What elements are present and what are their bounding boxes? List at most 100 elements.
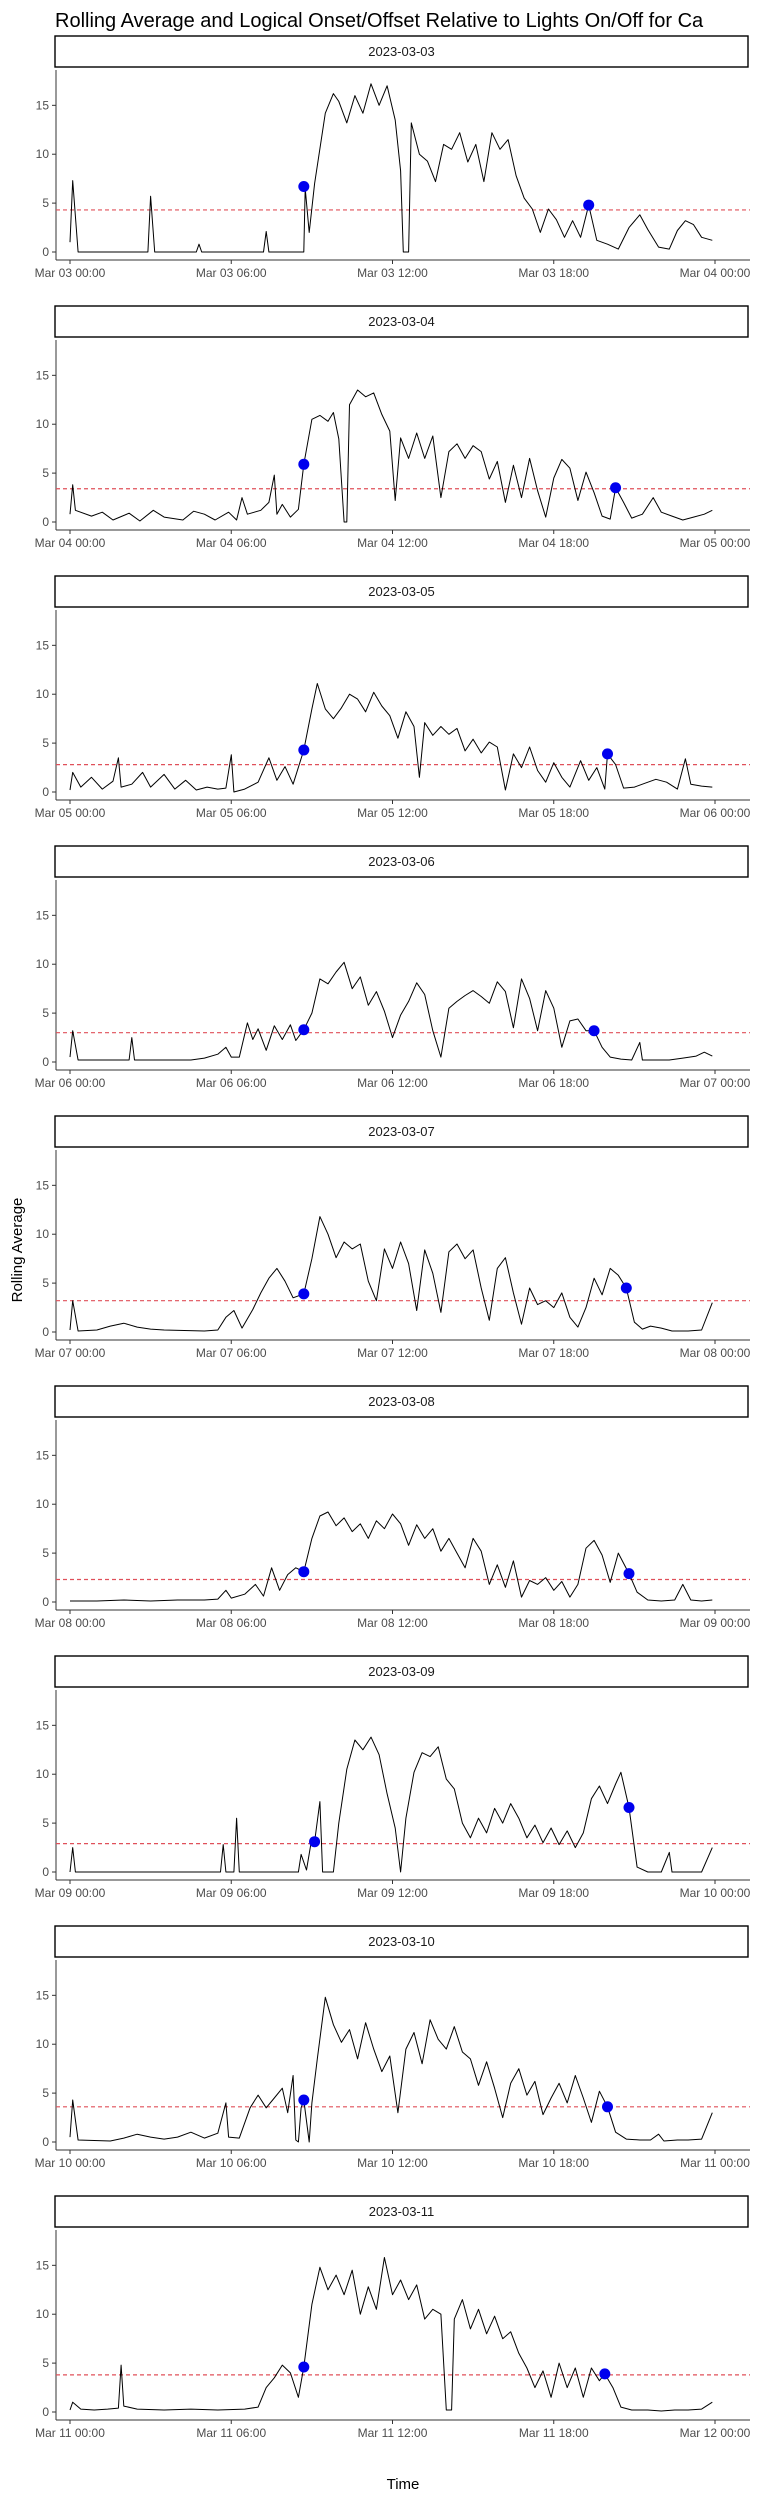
facet-strip-label: 2023-03-07 (368, 1124, 435, 1139)
y-tick-label: 15 (36, 908, 50, 922)
facet-strip-label: 2023-03-04 (368, 314, 435, 329)
x-tick-label: Mar 06 18:00 (518, 1076, 589, 1090)
offset-point (610, 482, 622, 494)
facet-strip-label: 2023-03-10 (368, 1934, 435, 1949)
y-tick-label: 0 (42, 1055, 49, 1069)
y-tick-label: 0 (42, 1865, 49, 1879)
onset-point (298, 2094, 310, 2106)
x-tick-label: Mar 06 00:00 (35, 1076, 106, 1090)
y-tick-label: 10 (36, 2307, 50, 2321)
offset-point (602, 748, 613, 760)
facet-panels: 2023-03-03 0 5 10 15 Mar 03 00:00 Mar 03 06:00… (35, 35, 751, 2440)
facet-strip (54, 305, 749, 338)
x-tick-label: Mar 11 12:00 (358, 2426, 428, 2440)
x-tick-label: Mar 03 06:00 (196, 266, 267, 280)
x-tick-label: Mar 10 00:00 (680, 1886, 751, 1900)
x-tick-label: Mar 03 18:00 (518, 266, 589, 280)
x-tick-label: Mar 10 00:00 (35, 2156, 106, 2170)
x-tick-label: Mar 10 12:00 (357, 2156, 428, 2170)
facet-strip-label: 2023-03-06 (368, 854, 435, 869)
y-tick-label: 0 (42, 2405, 49, 2419)
y-tick-label: 5 (42, 2086, 49, 2100)
rolling-average-line (69, 1736, 713, 1873)
facet-strip-label: 2023-03-05 (368, 584, 435, 599)
x-tick-label: Mar 06 00:00 (680, 806, 751, 820)
facet-strip (54, 1115, 749, 1148)
facet-strip (54, 1655, 749, 1688)
y-tick-label: 15 (36, 98, 50, 112)
x-tick-label: Mar 07 06:00 (196, 1346, 267, 1360)
y-tick-label: 5 (42, 736, 49, 750)
y-tick-label: 0 (42, 785, 49, 799)
x-tick-label: Mar 08 00:00 (680, 1346, 751, 1360)
facet-panel: 2023-03-09 0 5 10 15 Mar 09 00:00 Mar 09 06:00… (35, 1655, 751, 1900)
y-tick-label: 10 (36, 2037, 50, 2051)
facet-strip (54, 1925, 749, 1958)
x-tick-label: Mar 09 18:00 (518, 1886, 589, 1900)
onset-point (298, 180, 310, 192)
facet-panel: 2023-03-11 0 5 10 15 Mar 11 00:00 Mar 11 06:00… (35, 2195, 751, 2440)
y-tick-label: 0 (42, 2135, 49, 2149)
x-tick-label: Mar 07 12:00 (357, 1346, 428, 1360)
facet-strip-label: 2023-03-11 (369, 2204, 435, 2219)
y-tick-label: 0 (42, 1595, 49, 1609)
facet-strip (54, 35, 749, 68)
rolling-average-line (69, 1216, 713, 1332)
rolling-average-line (69, 83, 713, 253)
facet-panel: 2023-03-07 0 5 10 15 Mar 07 00:00 Mar 07 06:00… (35, 1115, 751, 1360)
offset-point (623, 1801, 635, 1813)
y-tick-label: 10 (36, 1767, 50, 1781)
y-tick-label: 15 (36, 1178, 50, 1192)
facet-strip-label: 2023-03-09 (368, 1664, 435, 1679)
x-tick-label: Mar 12 00:00 (680, 2426, 751, 2440)
y-tick-label: 15 (36, 368, 50, 382)
offset-point (623, 1568, 635, 1580)
facet-panel: 2023-03-10 0 5 10 15 Mar 10 00:00 Mar 10 06:00… (35, 1925, 750, 2170)
offset-point (599, 2368, 611, 2380)
rolling-average-line (70, 1511, 713, 1602)
x-tick-label: Mar 07 00:00 (680, 1076, 751, 1090)
onset-point (309, 1836, 321, 1848)
facet-panel: 2023-03-03 0 5 10 15 Mar 03 00:00 Mar 03 06:00… (35, 35, 751, 280)
x-tick-label: Mar 05 12:00 (357, 806, 428, 820)
x-tick-label: Mar 05 00:00 (35, 806, 106, 820)
x-tick-label: Mar 05 18:00 (518, 806, 589, 820)
y-axis-title: Rolling Average (9, 1198, 26, 1303)
y-tick-label: 10 (36, 1227, 50, 1241)
facet-strip (54, 1385, 749, 1418)
x-tick-label: Mar 04 00:00 (680, 266, 751, 280)
x-tick-label: Mar 07 18:00 (518, 1346, 589, 1360)
facet-panel: 2023-03-08 0 5 10 15 Mar 08 00:00 Mar 08 06:00… (35, 1385, 751, 1630)
x-tick-label: Mar 09 00:00 (680, 1616, 751, 1630)
offset-point (602, 2101, 613, 2113)
x-tick-label: Mar 07 00:00 (35, 1346, 106, 1360)
x-tick-label: Mar 08 12:00 (357, 1616, 428, 1630)
y-tick-label: 10 (36, 687, 50, 701)
x-tick-label: Mar 09 00:00 (35, 1886, 106, 1900)
y-tick-label: 5 (42, 196, 49, 210)
y-tick-label: 10 (36, 417, 50, 431)
x-tick-label: Mar 03 12:00 (357, 266, 428, 280)
x-tick-label: Mar 11 00:00 (680, 2156, 750, 2170)
y-tick-label: 5 (42, 2356, 49, 2370)
x-axis-title: Time (387, 2476, 420, 2493)
x-tick-label: Mar 04 00:00 (35, 536, 106, 550)
y-tick-label: 15 (36, 1718, 50, 1732)
x-tick-label: Mar 08 18:00 (518, 1616, 589, 1630)
x-tick-label: Mar 05 06:00 (196, 806, 267, 820)
y-tick-label: 5 (42, 466, 49, 480)
offset-point (583, 199, 595, 211)
x-tick-label: Mar 04 06:00 (196, 536, 267, 550)
x-tick-label: Mar 08 06:00 (196, 1616, 267, 1630)
y-tick-label: 0 (42, 515, 49, 529)
facet-strip (54, 845, 749, 878)
y-tick-label: 0 (42, 1325, 49, 1339)
offset-point (588, 1025, 600, 1037)
x-tick-label: Mar 06 06:00 (196, 1076, 267, 1090)
y-tick-label: 15 (36, 638, 50, 652)
x-tick-label: Mar 03 00:00 (35, 266, 106, 280)
y-tick-label: 5 (42, 1816, 49, 1830)
y-tick-label: 5 (42, 1276, 49, 1290)
onset-point (298, 1024, 310, 1036)
